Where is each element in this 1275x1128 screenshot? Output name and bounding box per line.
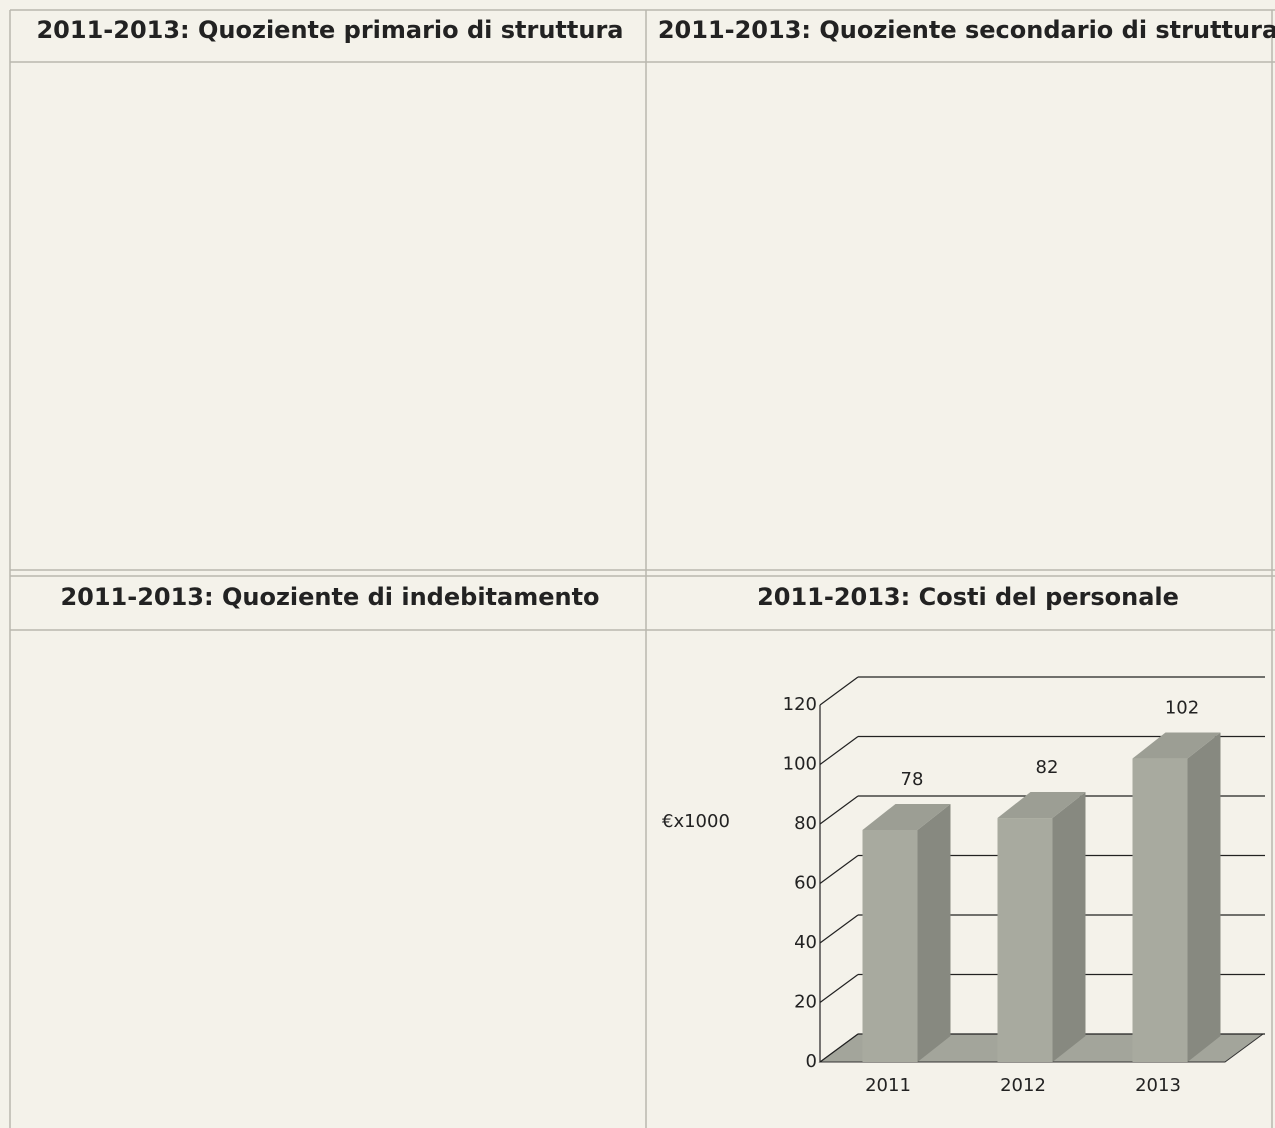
grid-line xyxy=(819,855,859,884)
bar-top xyxy=(997,792,1086,819)
bar-top xyxy=(1132,732,1221,759)
frame xyxy=(9,9,1275,1128)
bar-top xyxy=(862,803,951,830)
grid-line xyxy=(819,795,859,825)
grid-line xyxy=(819,1033,859,1063)
bar xyxy=(997,818,1053,1062)
panel-title: 2011-2013: Quoziente primario di struttu… xyxy=(36,16,623,44)
bar xyxy=(862,829,918,1062)
grid-line xyxy=(819,676,859,706)
y-tick-label: 0 xyxy=(806,1051,817,1072)
bar xyxy=(1132,758,1188,1062)
x-tick-label: 2012 xyxy=(1000,1075,1046,1096)
y-tick-label: 20 xyxy=(794,992,817,1013)
panel-title: 2011-2013: Quoziente secondario di strut… xyxy=(658,16,1275,44)
panel-title: 2011-2013: Costi del personale xyxy=(757,583,1179,611)
y-tick-label: 80 xyxy=(794,813,817,834)
bar-side xyxy=(1187,732,1221,1062)
grid-line xyxy=(819,736,859,765)
y-tick-label: 100 xyxy=(783,754,817,775)
x-tick-label: 2013 xyxy=(1135,1075,1181,1096)
value-label: 102 xyxy=(1165,698,1199,719)
x-tick-label: 2011 xyxy=(865,1075,911,1096)
y-tick-label: 60 xyxy=(794,873,817,894)
value-label: 82 xyxy=(1036,757,1059,778)
grid-line xyxy=(819,914,859,944)
y-tick-label: 40 xyxy=(794,932,817,953)
panel-title: 2011-2013: Quoziente di indebitamento xyxy=(60,583,599,611)
grid-line xyxy=(819,974,859,1003)
bar-side xyxy=(917,803,951,1062)
bar-side xyxy=(1052,792,1086,1062)
value-label: 78 xyxy=(901,769,924,790)
y-axis-label: €x1000 xyxy=(662,811,730,832)
y-tick-label: 120 xyxy=(783,694,817,715)
